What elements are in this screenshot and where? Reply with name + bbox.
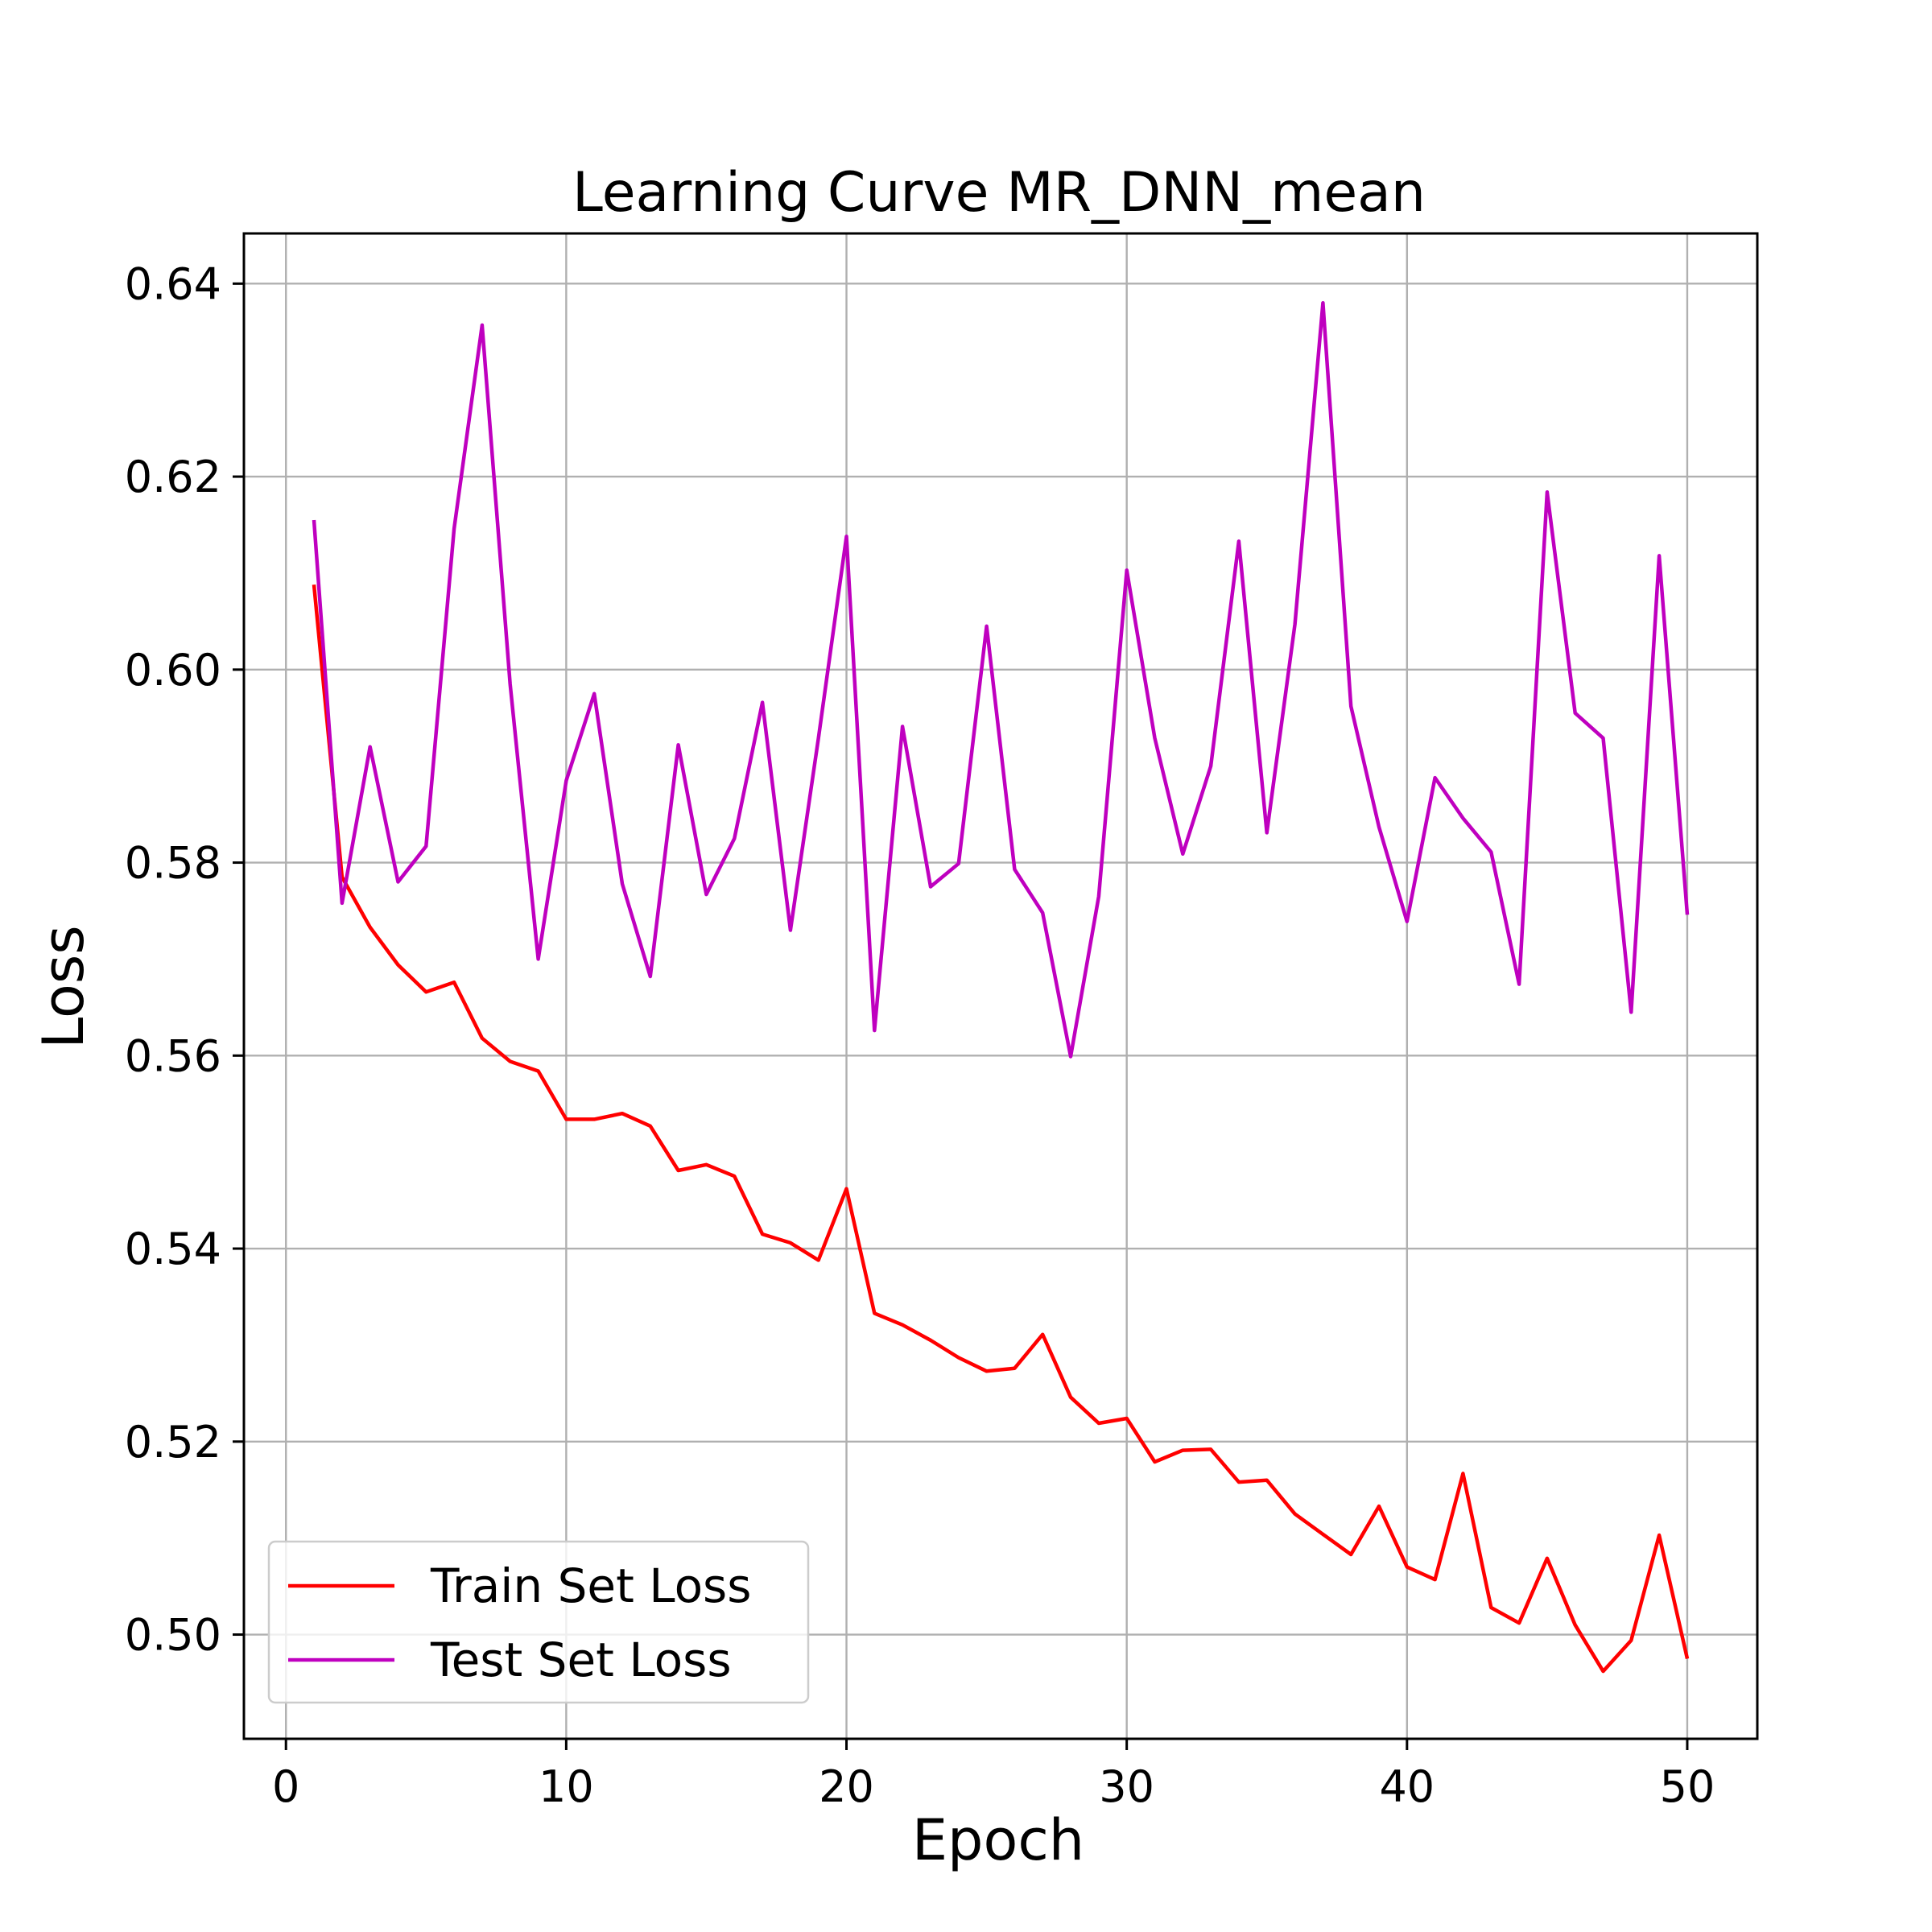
- legend-box: [267, 1540, 810, 1704]
- axis-ticks: 0 10 20 30 40 50 0.50 0.52 0.54 0.56 0.58 0.60 0.62 0…: [125, 258, 1715, 1812]
- y-tick-label: 0.64: [125, 258, 221, 309]
- legend-label-train: Train Set Loss: [430, 1558, 752, 1613]
- x-tick-label: 20: [819, 1761, 874, 1812]
- x-tick-label: 40: [1379, 1761, 1435, 1812]
- x-axis-label: Epoch: [912, 1807, 1084, 1873]
- legend: Train Set Loss Test Set Loss: [267, 1540, 810, 1704]
- x-tick-label: 50: [1660, 1761, 1715, 1812]
- plot-frame: [242, 232, 1759, 1740]
- series-lines: [312, 301, 1690, 1674]
- y-tick-label: 0.56: [125, 1030, 221, 1081]
- y-tick-label: 0.58: [125, 838, 221, 889]
- y-tick-label: 0.60: [125, 645, 221, 696]
- x-tick-label: 10: [539, 1761, 594, 1812]
- test-loss-line: [312, 301, 1690, 1059]
- y-tick-label: 0.52: [125, 1417, 221, 1468]
- y-tick-label: 0.62: [125, 452, 221, 502]
- grid-lines: [244, 233, 1757, 1739]
- y-axis-label: Loss: [31, 925, 97, 1049]
- y-tick-label: 0.50: [125, 1610, 221, 1661]
- x-tick-label: 0: [272, 1761, 299, 1812]
- train-loss-line: [312, 584, 1690, 1674]
- legend-label-test: Test Set Loss: [430, 1633, 732, 1687]
- y-tick-label: 0.54: [125, 1224, 221, 1274]
- x-tick-label: 30: [1099, 1761, 1154, 1812]
- chart-title: Learning Curve MR_DNN_mean: [572, 161, 1426, 225]
